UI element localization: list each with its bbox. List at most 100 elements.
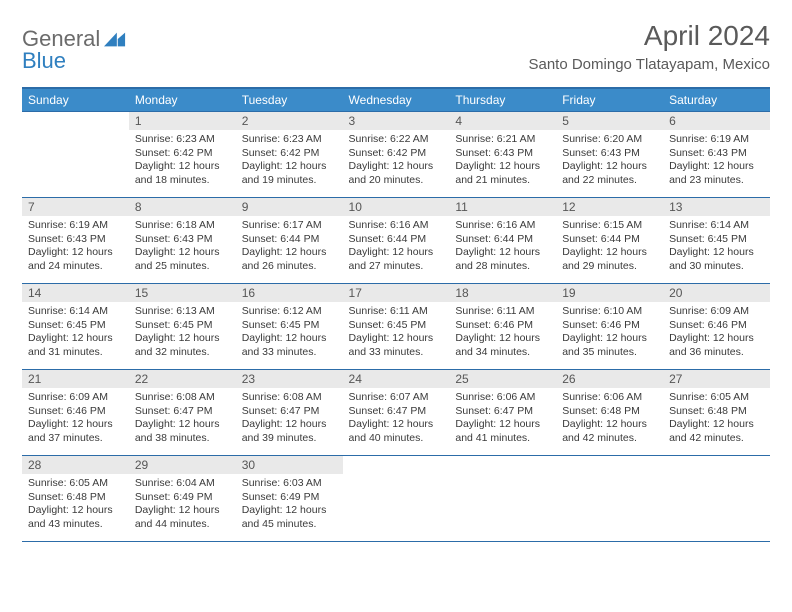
calendar-day-cell: 6Sunrise: 6:19 AMSunset: 6:43 PMDaylight…	[663, 112, 770, 198]
calendar-day-cell: 2Sunrise: 6:23 AMSunset: 6:42 PMDaylight…	[236, 112, 343, 198]
calendar-day-cell: 23Sunrise: 6:08 AMSunset: 6:47 PMDayligh…	[236, 370, 343, 456]
day-number: 22	[129, 370, 236, 388]
day-number-empty	[22, 112, 129, 130]
calendar-day-cell: 5Sunrise: 6:20 AMSunset: 6:43 PMDaylight…	[556, 112, 663, 198]
day-details: Sunrise: 6:15 AMSunset: 6:44 PMDaylight:…	[556, 216, 663, 278]
day-number: 4	[449, 112, 556, 130]
day-details: Sunrise: 6:23 AMSunset: 6:42 PMDaylight:…	[236, 130, 343, 192]
calendar-day-cell: 19Sunrise: 6:10 AMSunset: 6:46 PMDayligh…	[556, 284, 663, 370]
day-details: Sunrise: 6:05 AMSunset: 6:48 PMDaylight:…	[22, 474, 129, 536]
calendar-day-cell: 28Sunrise: 6:05 AMSunset: 6:48 PMDayligh…	[22, 456, 129, 542]
day-number: 17	[343, 284, 450, 302]
day-number: 6	[663, 112, 770, 130]
weekday-header: Wednesday	[343, 88, 450, 112]
day-number: 8	[129, 198, 236, 216]
day-details: Sunrise: 6:06 AMSunset: 6:47 PMDaylight:…	[449, 388, 556, 450]
day-number: 30	[236, 456, 343, 474]
calendar-day-cell	[663, 456, 770, 542]
day-details: Sunrise: 6:05 AMSunset: 6:48 PMDaylight:…	[663, 388, 770, 450]
day-number: 27	[663, 370, 770, 388]
day-number: 16	[236, 284, 343, 302]
calendar-day-cell: 25Sunrise: 6:06 AMSunset: 6:47 PMDayligh…	[449, 370, 556, 456]
calendar-day-cell: 30Sunrise: 6:03 AMSunset: 6:49 PMDayligh…	[236, 456, 343, 542]
day-details: Sunrise: 6:19 AMSunset: 6:43 PMDaylight:…	[22, 216, 129, 278]
calendar-day-cell: 14Sunrise: 6:14 AMSunset: 6:45 PMDayligh…	[22, 284, 129, 370]
weekday-header: Sunday	[22, 88, 129, 112]
day-details: Sunrise: 6:21 AMSunset: 6:43 PMDaylight:…	[449, 130, 556, 192]
day-number: 23	[236, 370, 343, 388]
day-number: 13	[663, 198, 770, 216]
calendar-day-cell	[449, 456, 556, 542]
calendar-day-cell: 24Sunrise: 6:07 AMSunset: 6:47 PMDayligh…	[343, 370, 450, 456]
day-details: Sunrise: 6:23 AMSunset: 6:42 PMDaylight:…	[129, 130, 236, 192]
calendar-day-cell: 12Sunrise: 6:15 AMSunset: 6:44 PMDayligh…	[556, 198, 663, 284]
day-number: 21	[22, 370, 129, 388]
day-details: Sunrise: 6:18 AMSunset: 6:43 PMDaylight:…	[129, 216, 236, 278]
day-details: Sunrise: 6:16 AMSunset: 6:44 PMDaylight:…	[449, 216, 556, 278]
day-details: Sunrise: 6:08 AMSunset: 6:47 PMDaylight:…	[129, 388, 236, 450]
day-number-empty	[663, 456, 770, 474]
day-number: 1	[129, 112, 236, 130]
day-details: Sunrise: 6:19 AMSunset: 6:43 PMDaylight:…	[663, 130, 770, 192]
day-number: 9	[236, 198, 343, 216]
day-details: Sunrise: 6:07 AMSunset: 6:47 PMDaylight:…	[343, 388, 450, 450]
day-number: 5	[556, 112, 663, 130]
calendar-day-cell: 22Sunrise: 6:08 AMSunset: 6:47 PMDayligh…	[129, 370, 236, 456]
calendar-day-cell: 3Sunrise: 6:22 AMSunset: 6:42 PMDaylight…	[343, 112, 450, 198]
calendar-day-cell: 10Sunrise: 6:16 AMSunset: 6:44 PMDayligh…	[343, 198, 450, 284]
weekday-header: Thursday	[449, 88, 556, 112]
day-details: Sunrise: 6:03 AMSunset: 6:49 PMDaylight:…	[236, 474, 343, 536]
day-details: Sunrise: 6:22 AMSunset: 6:42 PMDaylight:…	[343, 130, 450, 192]
location-text: Santo Domingo Tlatayapam, Mexico	[528, 56, 770, 73]
logo-text-blue: Blue	[22, 48, 66, 73]
day-number: 15	[129, 284, 236, 302]
title-block: April 2024 Santo Domingo Tlatayapam, Mex…	[528, 20, 770, 77]
day-number: 14	[22, 284, 129, 302]
calendar-day-cell: 16Sunrise: 6:12 AMSunset: 6:45 PMDayligh…	[236, 284, 343, 370]
logo-triangle-icon	[104, 31, 126, 47]
day-number-empty	[449, 456, 556, 474]
calendar-day-cell: 17Sunrise: 6:11 AMSunset: 6:45 PMDayligh…	[343, 284, 450, 370]
day-details: Sunrise: 6:17 AMSunset: 6:44 PMDaylight:…	[236, 216, 343, 278]
weekday-header: Tuesday	[236, 88, 343, 112]
day-number: 2	[236, 112, 343, 130]
day-details: Sunrise: 6:06 AMSunset: 6:48 PMDaylight:…	[556, 388, 663, 450]
day-number: 20	[663, 284, 770, 302]
calendar-week-row: 14Sunrise: 6:14 AMSunset: 6:45 PMDayligh…	[22, 284, 770, 370]
day-number: 7	[22, 198, 129, 216]
day-details: Sunrise: 6:04 AMSunset: 6:49 PMDaylight:…	[129, 474, 236, 536]
day-number: 28	[22, 456, 129, 474]
calendar-day-cell: 11Sunrise: 6:16 AMSunset: 6:44 PMDayligh…	[449, 198, 556, 284]
day-details: Sunrise: 6:13 AMSunset: 6:45 PMDaylight:…	[129, 302, 236, 364]
calendar-day-cell: 15Sunrise: 6:13 AMSunset: 6:45 PMDayligh…	[129, 284, 236, 370]
calendar-day-cell	[556, 456, 663, 542]
weekday-header: Monday	[129, 88, 236, 112]
day-number: 18	[449, 284, 556, 302]
calendar-day-cell: 7Sunrise: 6:19 AMSunset: 6:43 PMDaylight…	[22, 198, 129, 284]
logo-line2: Blue	[22, 48, 66, 74]
calendar-week-row: 28Sunrise: 6:05 AMSunset: 6:48 PMDayligh…	[22, 456, 770, 542]
calendar-week-row: 1Sunrise: 6:23 AMSunset: 6:42 PMDaylight…	[22, 112, 770, 198]
day-details: Sunrise: 6:09 AMSunset: 6:46 PMDaylight:…	[663, 302, 770, 364]
day-details: Sunrise: 6:12 AMSunset: 6:45 PMDaylight:…	[236, 302, 343, 364]
weekday-header: Friday	[556, 88, 663, 112]
calendar-day-cell: 26Sunrise: 6:06 AMSunset: 6:48 PMDayligh…	[556, 370, 663, 456]
day-number: 3	[343, 112, 450, 130]
calendar-week-row: 21Sunrise: 6:09 AMSunset: 6:46 PMDayligh…	[22, 370, 770, 456]
calendar-day-cell: 18Sunrise: 6:11 AMSunset: 6:46 PMDayligh…	[449, 284, 556, 370]
month-title: April 2024	[528, 20, 770, 52]
day-number: 29	[129, 456, 236, 474]
day-number: 24	[343, 370, 450, 388]
calendar-day-cell: 21Sunrise: 6:09 AMSunset: 6:46 PMDayligh…	[22, 370, 129, 456]
day-number: 25	[449, 370, 556, 388]
day-number: 19	[556, 284, 663, 302]
day-details: Sunrise: 6:11 AMSunset: 6:46 PMDaylight:…	[449, 302, 556, 364]
calendar-day-cell	[343, 456, 450, 542]
calendar-day-cell: 27Sunrise: 6:05 AMSunset: 6:48 PMDayligh…	[663, 370, 770, 456]
day-number: 26	[556, 370, 663, 388]
calendar-week-row: 7Sunrise: 6:19 AMSunset: 6:43 PMDaylight…	[22, 198, 770, 284]
calendar-day-cell: 1Sunrise: 6:23 AMSunset: 6:42 PMDaylight…	[129, 112, 236, 198]
calendar-day-cell: 13Sunrise: 6:14 AMSunset: 6:45 PMDayligh…	[663, 198, 770, 284]
calendar-day-cell: 8Sunrise: 6:18 AMSunset: 6:43 PMDaylight…	[129, 198, 236, 284]
day-number: 10	[343, 198, 450, 216]
